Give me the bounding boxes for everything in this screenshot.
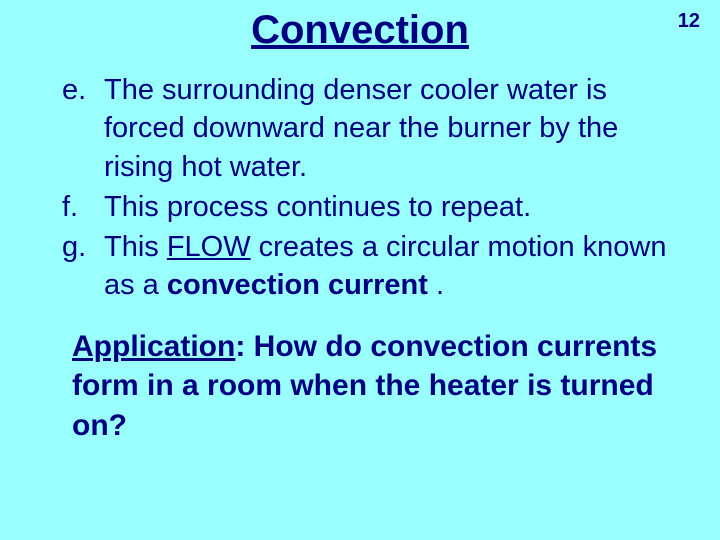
list-text: This process continues to repeat. [104, 188, 690, 226]
slide-content: Convection 12 e. The surrounding denser … [0, 0, 720, 540]
list-item: g. This FLOW creates a circular motion k… [62, 228, 690, 305]
application-label: Application [72, 330, 235, 363]
application-section: Application: How do convection currents … [30, 327, 690, 446]
list-item: f. This process continues to repeat. [62, 188, 690, 226]
bold-term: convection current [167, 269, 428, 301]
text-suffix: . [428, 269, 444, 301]
list-marker: g. [62, 228, 104, 305]
slide-title: Convection [251, 8, 469, 53]
page-number: 12 [678, 10, 700, 33]
list-item: e. The surrounding denser cooler water i… [62, 71, 690, 186]
application-colon: : [235, 330, 245, 363]
flow-word: FLOW [167, 231, 251, 263]
bullet-list: e. The surrounding denser cooler water i… [30, 71, 690, 305]
list-marker: e. [62, 71, 104, 186]
list-text: The surrounding denser cooler water is f… [104, 71, 690, 186]
list-marker: f. [62, 188, 104, 226]
slide-header: Convection 12 [30, 8, 690, 53]
list-text: This FLOW creates a circular motion know… [104, 228, 690, 305]
text-prefix: This [104, 231, 167, 263]
